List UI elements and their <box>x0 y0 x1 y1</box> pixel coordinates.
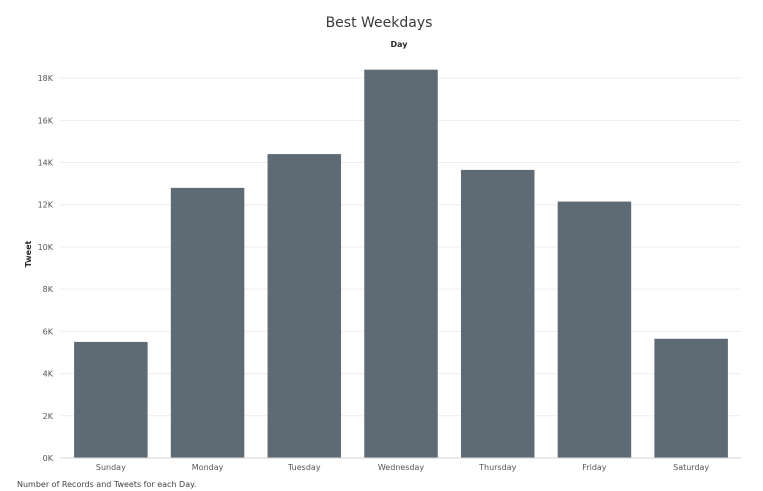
y-tick-label: 16K <box>38 116 54 125</box>
y-tick-label: 0K <box>43 454 54 463</box>
y-tick-label: 4K <box>43 370 54 379</box>
x-tick-label: Friday <box>582 463 607 472</box>
bar-monday[interactable] <box>170 187 245 458</box>
x-tick-label: Wednesday <box>378 463 425 472</box>
y-axis-ticks: 0K 2K 4K 6K 8K 10K 12K 14K 16K 18K <box>38 74 54 463</box>
y-tick-label: 6K <box>43 327 54 336</box>
bars <box>74 69 728 459</box>
bar-friday[interactable] <box>557 201 632 459</box>
y-tick-label: 14K <box>38 159 54 168</box>
x-tick-label: Thursday <box>478 463 516 472</box>
x-tick-label: Monday <box>192 463 224 472</box>
y-tick-label: 10K <box>38 243 54 252</box>
chart-title: Best Weekdays <box>326 15 433 31</box>
x-tick-label: Tuesday <box>287 463 321 472</box>
x-tick-label: Sunday <box>96 463 126 472</box>
y-tick-label: 2K <box>43 412 54 421</box>
x-tick-label: Saturday <box>673 463 709 472</box>
bar-sunday[interactable] <box>74 341 148 458</box>
y-axis-label: Tweet <box>24 241 33 268</box>
bar-wednesday[interactable] <box>364 69 438 459</box>
footnote: Number of Records and Tweets for each Da… <box>17 480 196 489</box>
bar-tuesday[interactable] <box>267 154 342 458</box>
y-tick-label: 8K <box>43 285 54 294</box>
y-tick-label: 18K <box>38 74 54 83</box>
bar-thursday[interactable] <box>460 169 535 459</box>
bar-saturday[interactable] <box>654 338 728 458</box>
x-axis-ticks: Sunday Monday Tuesday Wednesday Thursday Frid… <box>96 463 710 472</box>
column-header: Day <box>390 40 408 49</box>
y-tick-label: 12K <box>38 201 54 210</box>
